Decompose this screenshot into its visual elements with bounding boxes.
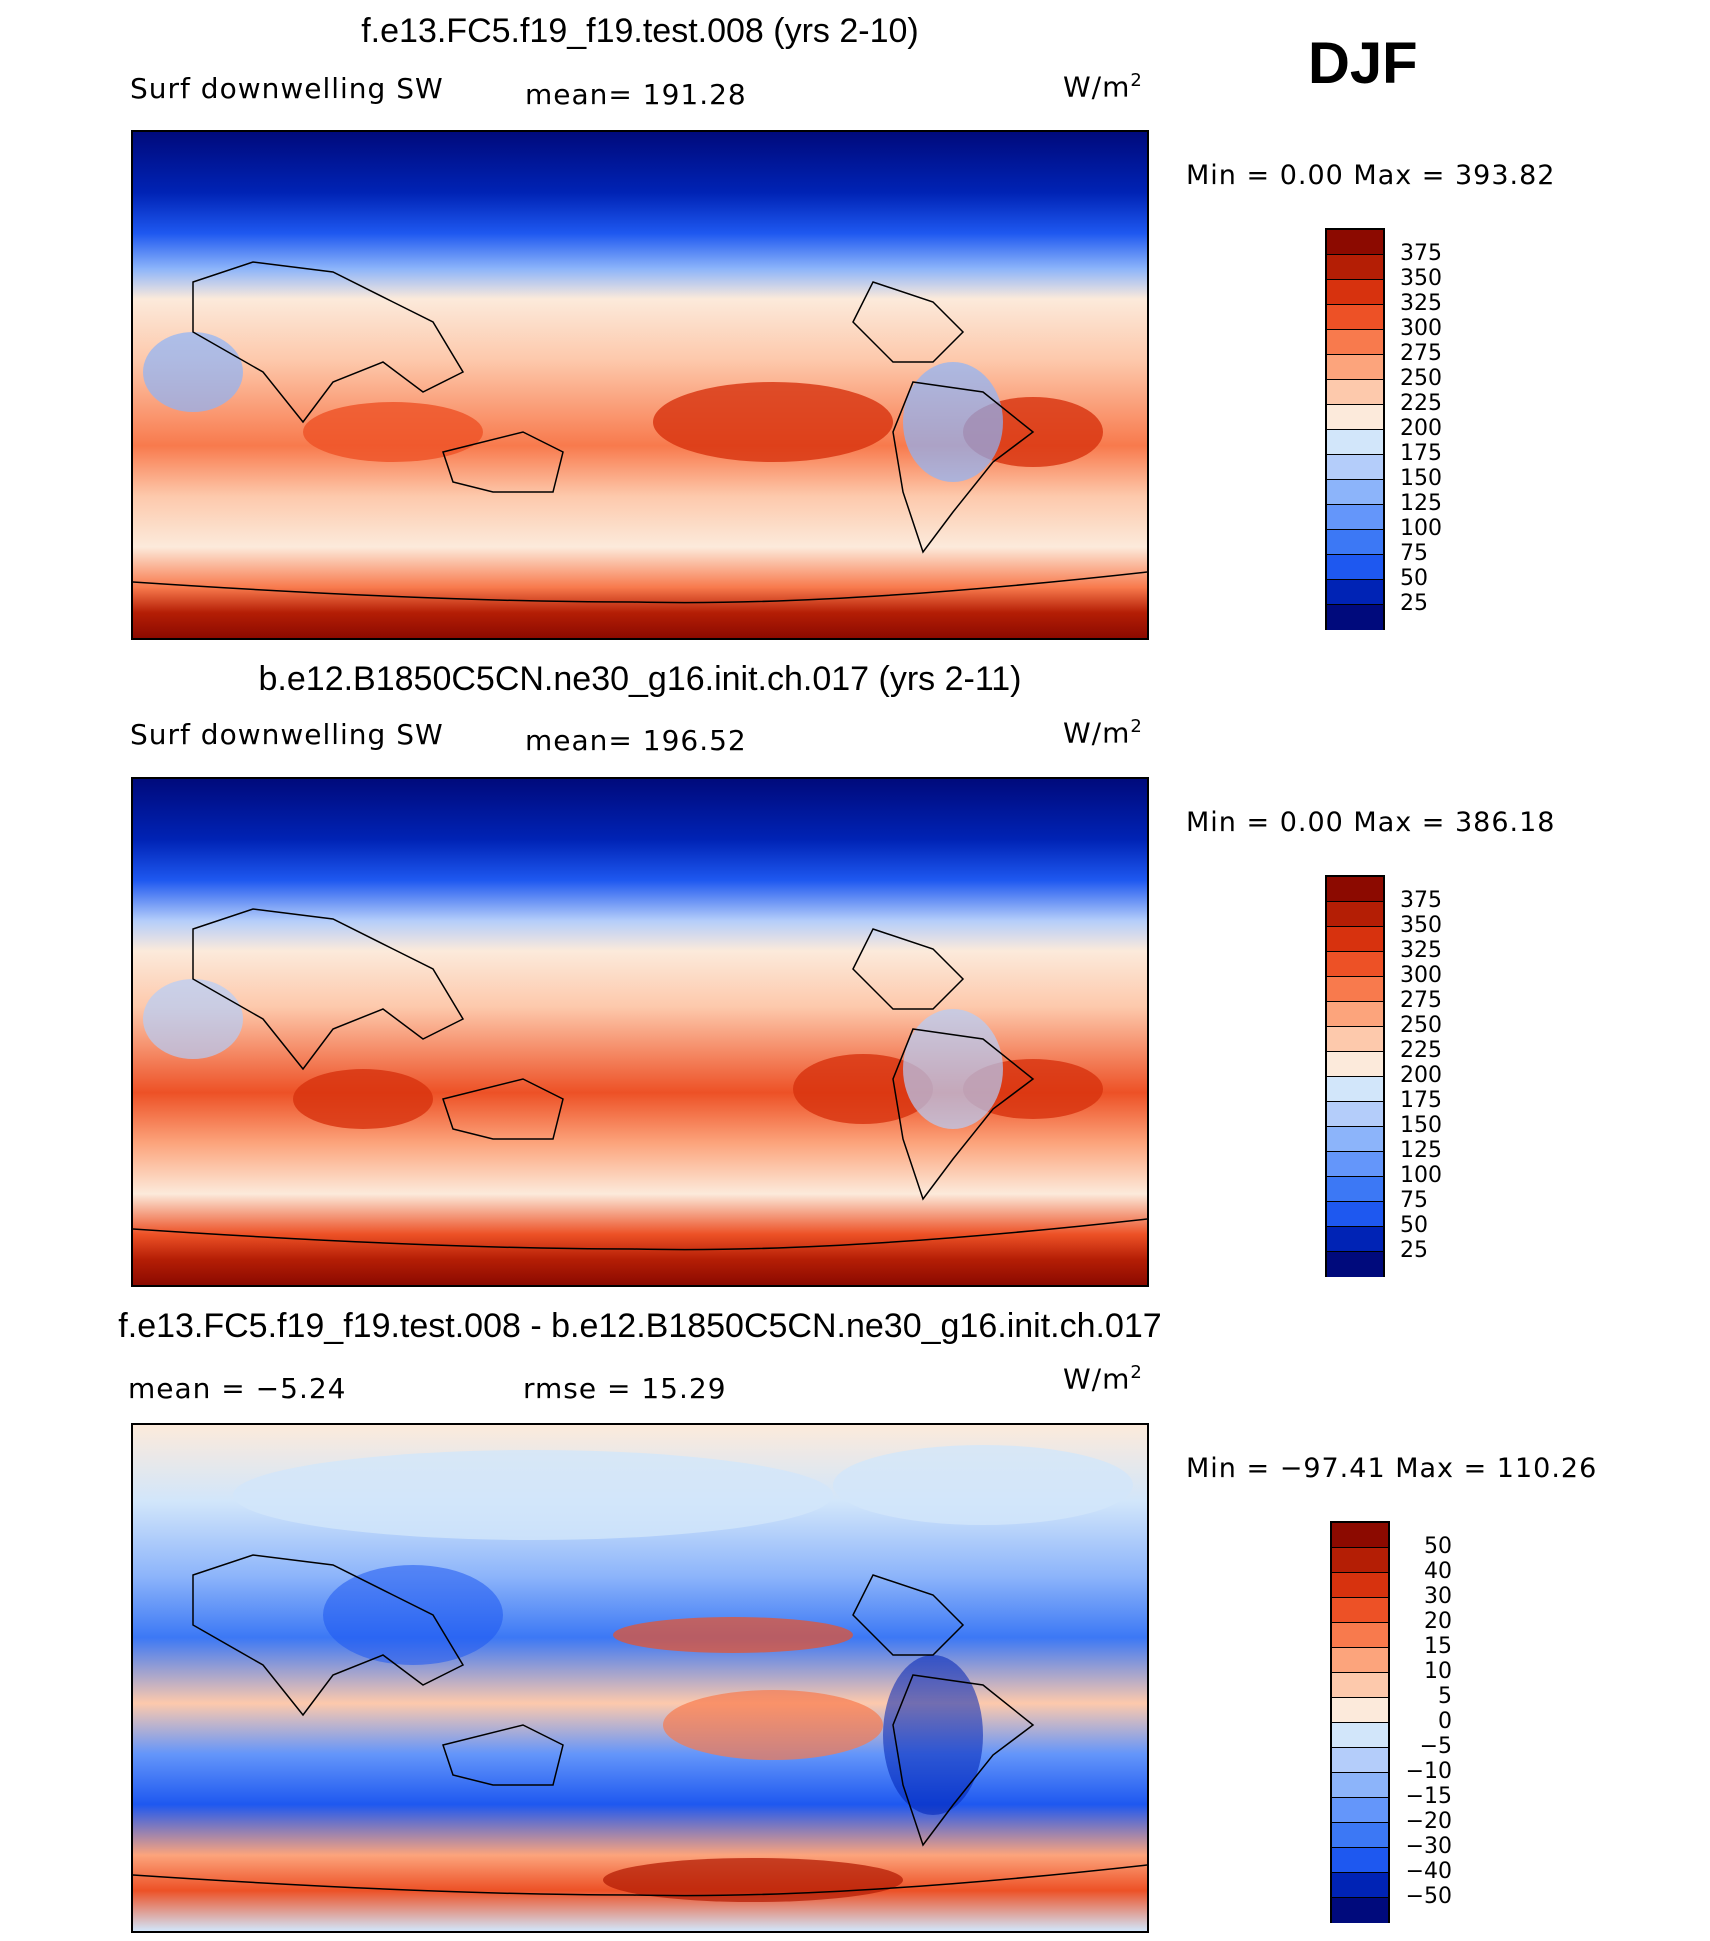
- panel3-colorbar-swatch: [1332, 1873, 1388, 1898]
- panel1-title: f.e13.FC5.f19_f19.test.008 (yrs 2-10): [361, 12, 919, 50]
- panel2-colorbar-swatch: [1327, 927, 1383, 952]
- panel3-field: [133, 1425, 1147, 1931]
- panel3-colorbar: [1330, 1521, 1390, 1923]
- panel3-colorbar-swatch: [1332, 1773, 1388, 1798]
- panel1-field: [133, 132, 1147, 638]
- panel2-colorbar: [1325, 875, 1385, 1277]
- panel2-colorbar-swatch: [1327, 1002, 1383, 1027]
- panel1-colorbar-swatch: [1327, 480, 1383, 505]
- panel3-colorbar-swatch: [1332, 1898, 1388, 1923]
- panel1-colorbar-labels: 375 350 325 300 275 250 225 200 175 150 125 10…: [1400, 241, 1442, 616]
- panel2-map: [131, 777, 1149, 1287]
- panel1-colorbar-swatch: [1327, 255, 1383, 280]
- panel1-colorbar-swatch: [1327, 555, 1383, 580]
- panel1-unit-label: W/m2: [1063, 70, 1143, 104]
- panel3-mean-label: mean = −5.24: [128, 1372, 347, 1405]
- panel3-colorbar-swatch: [1332, 1798, 1388, 1823]
- panel2-mean-label: mean= 196.52: [525, 724, 747, 757]
- panel1-colorbar-swatch: [1327, 305, 1383, 330]
- panel1-colorbar-swatch: [1327, 280, 1383, 305]
- panel3-colorbar-swatch: [1332, 1748, 1388, 1773]
- panel2-minmax: Min = 0.00 Max = 386.18: [1186, 807, 1556, 838]
- panel2-field: [133, 779, 1147, 1285]
- panel3-colorbar-swatch: [1332, 1598, 1388, 1623]
- panel2-colorbar-swatch: [1327, 1177, 1383, 1202]
- panel3-colorbar-swatch: [1332, 1548, 1388, 1573]
- panel3-colorbar-swatch: [1332, 1523, 1388, 1548]
- panel2-colorbar-swatch: [1327, 1227, 1383, 1252]
- panel1-colorbar-swatch: [1327, 430, 1383, 455]
- panel2-colorbar-swatch: [1327, 1252, 1383, 1277]
- panel2-colorbar-swatch: [1327, 1077, 1383, 1102]
- panel3-colorbar-swatch: [1332, 1573, 1388, 1598]
- panel3-minmax: Min = −97.41 Max = 110.26: [1186, 1453, 1598, 1484]
- panel1-colorbar-swatch: [1327, 330, 1383, 355]
- panel3-colorbar-swatch: [1332, 1673, 1388, 1698]
- panel3-map: [131, 1423, 1149, 1933]
- panel1-variable-label: Surf downwelling SW: [130, 72, 444, 105]
- panel1-colorbar-swatch: [1327, 455, 1383, 480]
- panel3-colorbar-swatch: [1332, 1698, 1388, 1723]
- panel1-colorbar-swatch: [1327, 605, 1383, 630]
- panel3-colorbar-swatch: [1332, 1723, 1388, 1748]
- panel2-unit-label: W/m2: [1063, 716, 1143, 750]
- panel2-colorbar-swatch: [1327, 902, 1383, 927]
- panel1-colorbar-swatch: [1327, 230, 1383, 255]
- panel2-colorbar-labels: 375 350 325 300 275 250 225 200 175 150 125 10…: [1400, 888, 1442, 1263]
- panel1-colorbar-swatch: [1327, 530, 1383, 555]
- panel1-colorbar-swatch: [1327, 505, 1383, 530]
- panel3-unit-label: W/m2: [1063, 1362, 1143, 1396]
- panel1-colorbar-swatch: [1327, 405, 1383, 430]
- panel1-colorbar-swatch: [1327, 580, 1383, 605]
- panel1-mean-label: mean= 191.28: [525, 78, 747, 111]
- panel2-colorbar-swatch: [1327, 952, 1383, 977]
- panel2-colorbar-swatch: [1327, 1027, 1383, 1052]
- panel2-colorbar-swatch: [1327, 877, 1383, 902]
- panel2-colorbar-swatch: [1327, 1202, 1383, 1227]
- panel2-colorbar-swatch: [1327, 1052, 1383, 1077]
- panel2-colorbar-swatch: [1327, 1152, 1383, 1177]
- panel1-colorbar: [1325, 228, 1385, 630]
- panel3-colorbar-swatch: [1332, 1823, 1388, 1848]
- panel1-map: [131, 130, 1149, 640]
- panel3-colorbar-swatch: [1332, 1623, 1388, 1648]
- panel3-rmse-label: rmse = 15.29: [523, 1372, 727, 1405]
- panel2-title: b.e12.B1850C5CN.ne30_g16.init.ch.017 (yr…: [258, 660, 1022, 698]
- panel1-colorbar-swatch: [1327, 380, 1383, 405]
- panel3-title: f.e13.FC5.f19_f19.test.008 - b.e12.B1850…: [118, 1307, 1162, 1345]
- panel1-minmax: Min = 0.00 Max = 393.82: [1186, 160, 1556, 191]
- panel1-colorbar-swatch: [1327, 355, 1383, 380]
- season-label: DJF: [1308, 31, 1418, 96]
- panel3-colorbar-swatch: [1332, 1848, 1388, 1873]
- panel2-colorbar-swatch: [1327, 1127, 1383, 1152]
- panel2-variable-label: Surf downwelling SW: [130, 718, 444, 751]
- panel2-colorbar-swatch: [1327, 977, 1383, 1002]
- panel3-colorbar-swatch: [1332, 1648, 1388, 1673]
- panel2-colorbar-swatch: [1327, 1102, 1383, 1127]
